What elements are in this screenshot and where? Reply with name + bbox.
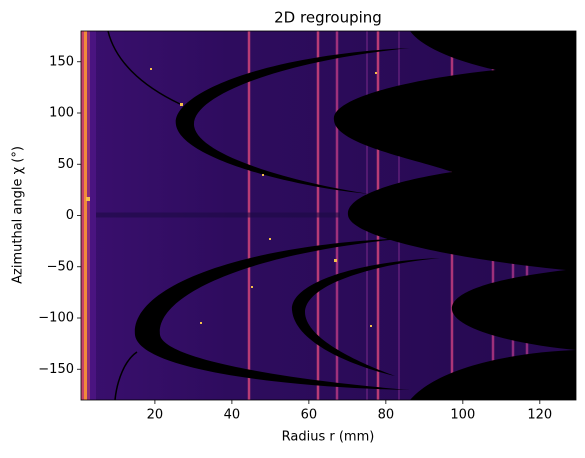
x-tick-label: 60: [301, 408, 318, 423]
x-tick-label: 80: [378, 408, 395, 423]
y-axis-label: Azimuthal angle χ (°): [11, 146, 26, 284]
y-tick-label: 100: [49, 106, 74, 121]
x-tick-label: 120: [527, 408, 552, 423]
chart-title: 2D regrouping: [274, 9, 382, 27]
y-tick-label: 0: [66, 208, 74, 223]
y-tick-label: −100: [38, 311, 74, 326]
y-tick-label: 50: [57, 157, 74, 172]
y-tick-label: 150: [49, 54, 74, 69]
x-tick-label: 40: [224, 408, 241, 423]
x-tick-label: 20: [147, 408, 164, 423]
x-axis-label: Radius r (mm): [282, 430, 375, 445]
y-tick-label: −150: [38, 362, 74, 377]
heatmap-image: [81, 30, 576, 401]
x-tick-label: 100: [450, 408, 475, 423]
y-tick-label: −50: [47, 259, 74, 274]
